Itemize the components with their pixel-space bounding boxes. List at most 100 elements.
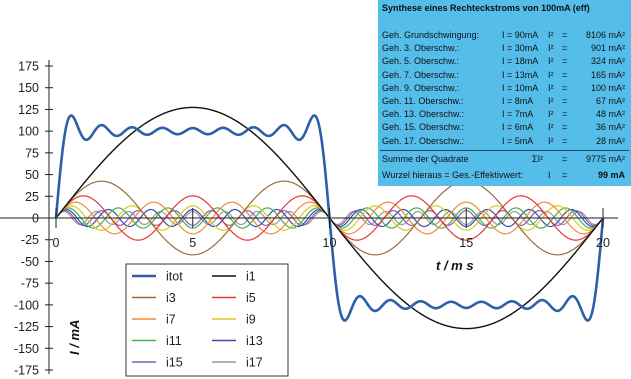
row-square-symbol: I² [548,82,554,93]
row-value: 165 mA² [590,69,625,80]
x-tick-label: 10 [323,236,337,250]
table-row: Geh. 5. Oberschw.: I = 18mA I² = 324 mA² [378,56,631,68]
y-tick-label: -75 [21,277,39,291]
row-equals: = [562,135,568,146]
legend-label-itot: itot [166,270,183,284]
x-tick-label: 5 [189,236,196,250]
y-tick-label: 150 [18,81,39,95]
row-label: Geh. 13. Oberschw.: [382,109,465,120]
row-square-symbol: I² [548,56,554,67]
row-current: I = 90mA [502,30,539,40]
row-label: Geh. Grundschwingung: [382,30,480,40]
root-equals: = [562,170,568,180]
legend-label-i13: i13 [246,334,263,348]
y-tick-label: 25 [25,190,39,204]
row-value: 67 mA² [595,96,625,106]
row-label: Geh. 15. Oberschw.: [382,122,465,133]
row-equals: = [562,69,568,80]
row-current: I = 18mA [502,56,539,67]
table-row: Geh. 17. Oberschw.: I = 5mA I² = 28 mA² [378,136,631,148]
row-square-symbol: I² [548,135,554,146]
table-row: Geh. Grundschwingung: I = 90mA I² = 8106 mA² [378,30,631,42]
y-tick-label: 75 [25,146,39,160]
table-row: Geh. 3. Oberschw.: I = 30mA I² = 901 mA² [378,43,631,55]
y-tick-label: 0 [32,212,39,226]
row-equals: = [562,122,568,133]
legend: itot i1 i3 i5 i7 i9 i11 i13 i15 i17 [125,263,289,377]
legend-label-i7: i7 [166,313,176,327]
chart-axes [0,60,618,374]
tick-labels: 1751501251007550250-25-50-75-100-125-150… [14,60,610,378]
row-current: I = 6mA [502,122,534,133]
sum-equals: = [562,154,568,164]
y-tick-label: 175 [18,60,39,74]
table-separator [380,150,629,151]
row-square-symbol: I² [548,122,554,133]
row-label: Geh. 5. Oberschw.: [382,56,460,67]
row-current: I = 5mA [502,135,534,146]
root-value: 99 mA [597,170,625,180]
row-value: 36 mA² [595,122,625,133]
row-label: Geh. 3. Oberschw.: [382,43,460,54]
row-label: Geh. 9. Oberschw.: [382,82,460,93]
y-tick-label: 100 [18,125,39,139]
row-square-symbol: I² [548,109,554,120]
y-tick-label: -150 [14,342,39,356]
legend-label-i1: i1 [246,270,256,284]
y-axis-label: I / mA [67,320,82,355]
table-row: Geh. 11. Oberschw.: I = 8mA I² = 67 mA² [378,96,631,108]
y-tick-label: -125 [14,320,39,334]
row-equals: = [562,82,568,93]
legend-label-i9: i9 [246,313,256,327]
row-value: 901 mA² [590,43,625,54]
row-current: I = 8mA [502,96,534,106]
table-row: Geh. 7. Oberschw.: I = 13mA I² = 165 mA² [378,70,631,82]
row-current: I = 10mA [502,82,539,93]
row-equals: = [562,43,568,54]
legend-label-i3: i3 [166,291,176,305]
y-tick-label: -50 [21,255,39,269]
y-tick-label: -25 [21,233,39,247]
legend-label-i11: i11 [166,334,182,348]
legend-label-i15: i15 [166,356,183,370]
root-label: Wurzel hieraus = Ges.-Effektivwert: [382,170,523,180]
row-current: I = 30mA [502,43,539,54]
harmonics-table: Synthese eines Rechteckstroms von 100mA … [378,0,631,186]
y-tick-label: 125 [18,103,39,117]
root-row: Wurzel hieraus = Ges.-Effektivwert: I = … [378,170,631,182]
sum-row: Summe der Quadrate ΣI² = 9775 mA² [378,154,631,166]
row-square-symbol: I² [548,30,554,40]
row-value: 28 mA² [595,135,625,146]
row-label: Geh. 17. Oberschw.: [382,135,465,146]
x-tick-label: 0 [53,236,60,250]
row-value: 8106 mA² [585,30,625,40]
row-value: 100 mA² [590,82,625,93]
row-square-symbol: I² [548,43,554,54]
row-equals: = [562,109,568,120]
row-square-symbol: I² [548,69,554,80]
legend-box [125,263,289,377]
x-tick-label: 15 [459,236,473,250]
sum-label: Summe der Quadrate [382,154,469,164]
y-tick-label: -100 [14,298,39,312]
row-current: I = 13mA [502,69,539,80]
table-row: Geh. 9. Oberschw.: I = 10mA I² = 100 mA² [378,83,631,95]
row-value: 324 mA² [590,56,625,67]
table-row: Geh. 15. Oberschw.: I = 6mA I² = 36 mA² [378,122,631,134]
row-square-symbol: I² [548,96,554,106]
row-equals: = [562,56,568,67]
x-tick-label: 20 [596,236,610,250]
row-value: 48 mA² [595,109,625,120]
row-label: Geh. 11. Oberschw.: [382,96,464,106]
legend-label-i17: i17 [246,356,263,370]
row-equals: = [562,30,568,40]
root-symbol: I [548,170,551,180]
y-tick-label: 50 [25,168,39,182]
legend-label-i5: i5 [246,291,256,305]
sum-value: 9775 mA² [585,154,625,164]
sum-symbol: ΣI² [532,154,544,164]
x-axis-label: t / m s [436,258,474,273]
table-row: Geh. 13. Oberschw.: I = 7mA I² = 48 mA² [378,109,631,121]
row-current: I = 7mA [502,109,534,120]
